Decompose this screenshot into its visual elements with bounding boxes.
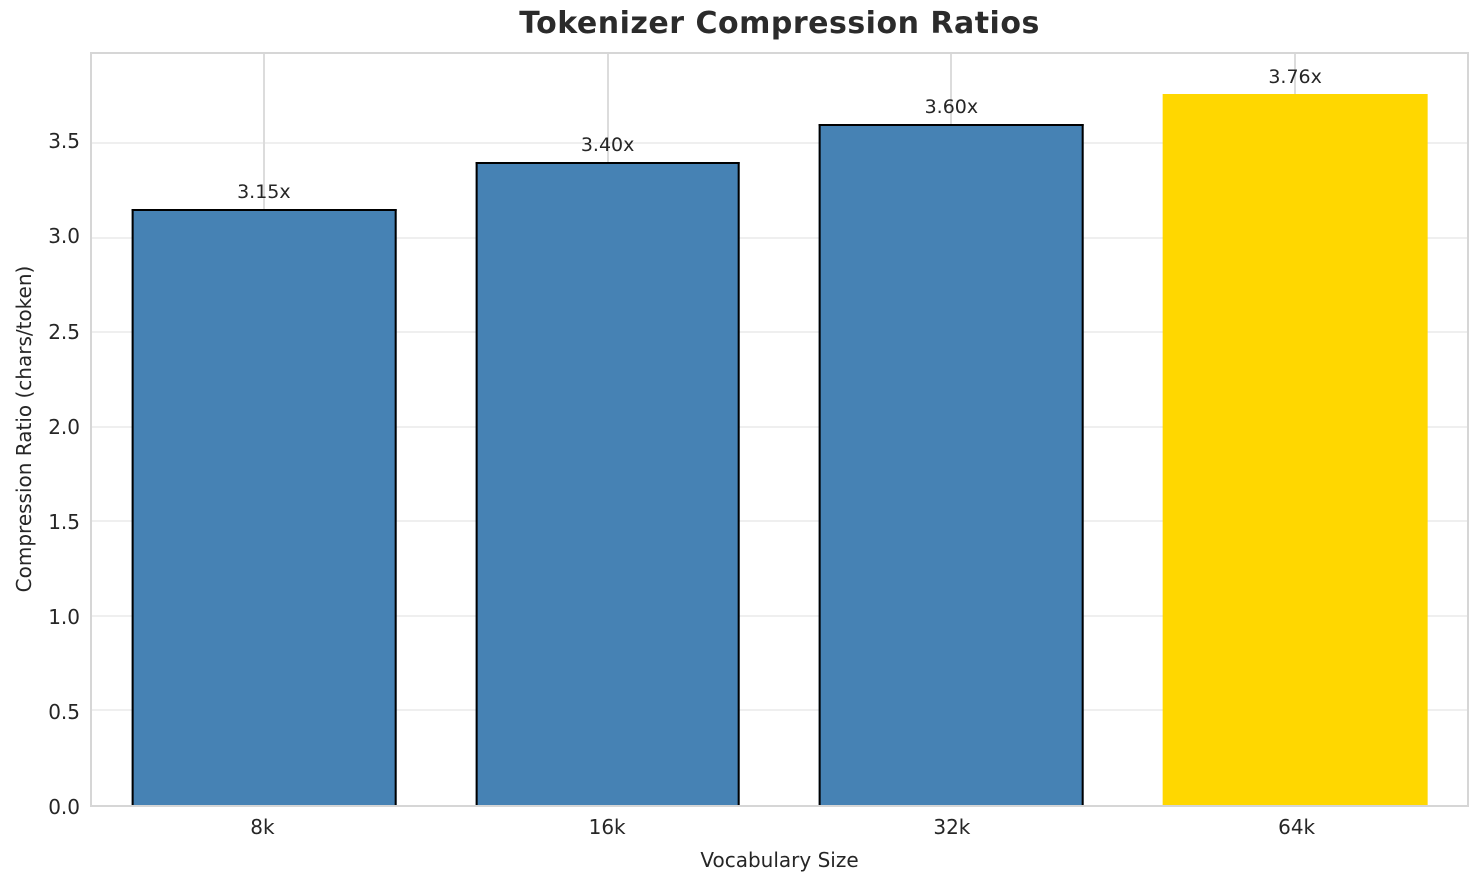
- bar-32k: [819, 124, 1084, 805]
- y-tick-label: 0.5: [48, 699, 80, 724]
- x-axis-tick-labels: 8k 16k 32k 64k: [90, 815, 1469, 839]
- horizontal-gridline: [92, 236, 1467, 239]
- y-tick-label: 0.0: [48, 795, 80, 819]
- bar-slots: 3.15x 3.40x 3.60x 3.76x: [92, 54, 1467, 805]
- x-tick-label-8k: 8k: [250, 815, 275, 839]
- bar-value-label-64k: 3.76x: [1268, 65, 1322, 88]
- bar-value-label-32k: 3.60x: [924, 96, 979, 118]
- bar-slot-8k: 3.15x: [92, 54, 436, 805]
- y-tick-label: 3.0: [48, 224, 80, 249]
- y-tick-label: 1.5: [48, 509, 80, 534]
- horizontal-gridline: [92, 709, 1467, 712]
- y-tick-label: 3.5: [48, 129, 80, 154]
- x-tick-label-64k: 64k: [1278, 815, 1316, 839]
- bar-64k: [1162, 93, 1428, 805]
- y-tick-label: 1.0: [48, 604, 80, 629]
- bar-value-label-16k: 3.40x: [580, 133, 635, 156]
- horizontal-gridline: [92, 520, 1467, 523]
- bar-slot-32k: 3.60x: [780, 54, 1124, 805]
- chart-title: Tokenizer Compression Ratios: [519, 6, 1040, 41]
- y-tick-label: 2.0: [48, 414, 80, 439]
- plot-area: 3.15x 3.40x 3.60x 3.76x: [90, 52, 1469, 807]
- bar-value-label-8k: 3.15x: [237, 181, 291, 204]
- x-axis-title: Vocabulary Size: [700, 848, 859, 872]
- horizontal-gridline: [92, 425, 1467, 428]
- bar-slot-16k: 3.40x: [436, 54, 780, 805]
- horizontal-gridline: [92, 614, 1467, 617]
- y-tick-label: 2.5: [48, 319, 80, 344]
- bar-slot-64k: 3.76x: [1123, 54, 1467, 805]
- y-axis-tick-labels: 0.0 0.5 1.0 1.5 2.0 2.5 3.0 3.5: [0, 52, 80, 819]
- horizontal-gridline: [92, 141, 1467, 144]
- x-tick-label-16k: 16k: [588, 815, 626, 839]
- bar-16k: [475, 161, 740, 805]
- horizontal-gridline: [92, 331, 1467, 334]
- bar-8k: [131, 209, 397, 805]
- x-tick-label-32k: 32k: [933, 815, 971, 839]
